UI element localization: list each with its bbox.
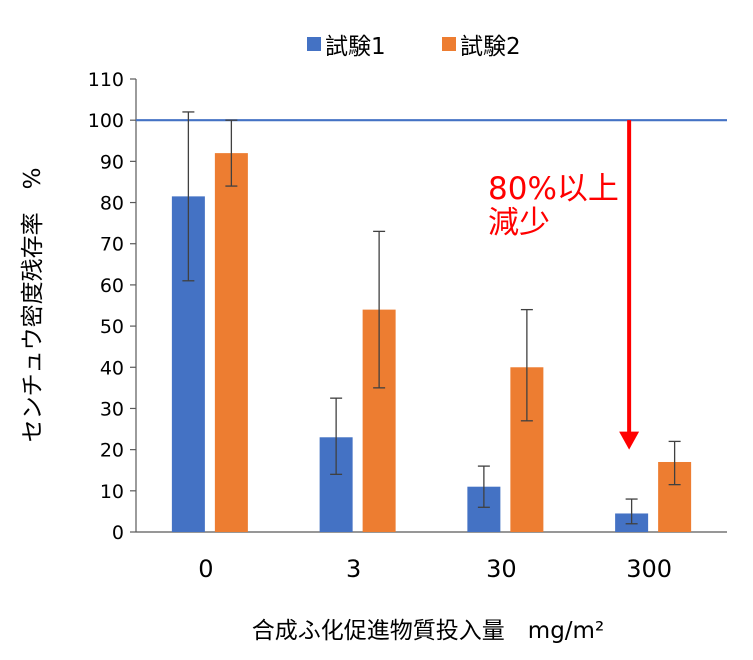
y-axis-title: センチュウ密度残存率 % bbox=[20, 168, 46, 443]
bar bbox=[214, 153, 248, 533]
x-axis-title: 合成ふ化促進物質投入量 mg/m² bbox=[252, 618, 604, 644]
y-tick-label: 70 bbox=[100, 234, 124, 256]
legend-swatch bbox=[307, 37, 321, 51]
error-bars bbox=[182, 111, 681, 525]
legend-label: 試験1 bbox=[325, 34, 386, 60]
y-tick-label: 60 bbox=[100, 275, 124, 297]
x-tick-label: 3 bbox=[346, 555, 361, 583]
y-tick-label: 40 bbox=[100, 357, 124, 379]
y-tick-label: 50 bbox=[100, 316, 124, 338]
y-tick-labels: 0 10 20 30 40 50 60 70 80 90 100 110 bbox=[88, 69, 136, 544]
x-tick-labels: 0 3 30 300 bbox=[198, 555, 672, 583]
annotation-text: 80%以上 bbox=[488, 171, 619, 207]
annotation-text: 減少 bbox=[488, 205, 550, 241]
y-tick-label: 80 bbox=[100, 193, 124, 215]
x-tick-label: 0 bbox=[198, 555, 213, 583]
bars bbox=[171, 153, 692, 533]
y-tick-label: 10 bbox=[100, 481, 124, 503]
x-tick-label: 300 bbox=[626, 555, 672, 583]
y-tick-label: 30 bbox=[100, 398, 124, 420]
y-tick-label: 100 bbox=[88, 110, 124, 132]
annotation-arrow-head bbox=[619, 431, 640, 450]
legend-swatch bbox=[442, 37, 456, 51]
y-tick-label: 0 bbox=[112, 522, 124, 544]
y-tick-label: 20 bbox=[100, 440, 124, 462]
legend: 試験1 試験2 bbox=[307, 34, 521, 60]
legend-label: 試験2 bbox=[460, 34, 521, 60]
x-tick-label: 30 bbox=[486, 555, 517, 583]
y-tick-label: 90 bbox=[100, 151, 124, 173]
y-tick-label: 110 bbox=[88, 69, 124, 91]
